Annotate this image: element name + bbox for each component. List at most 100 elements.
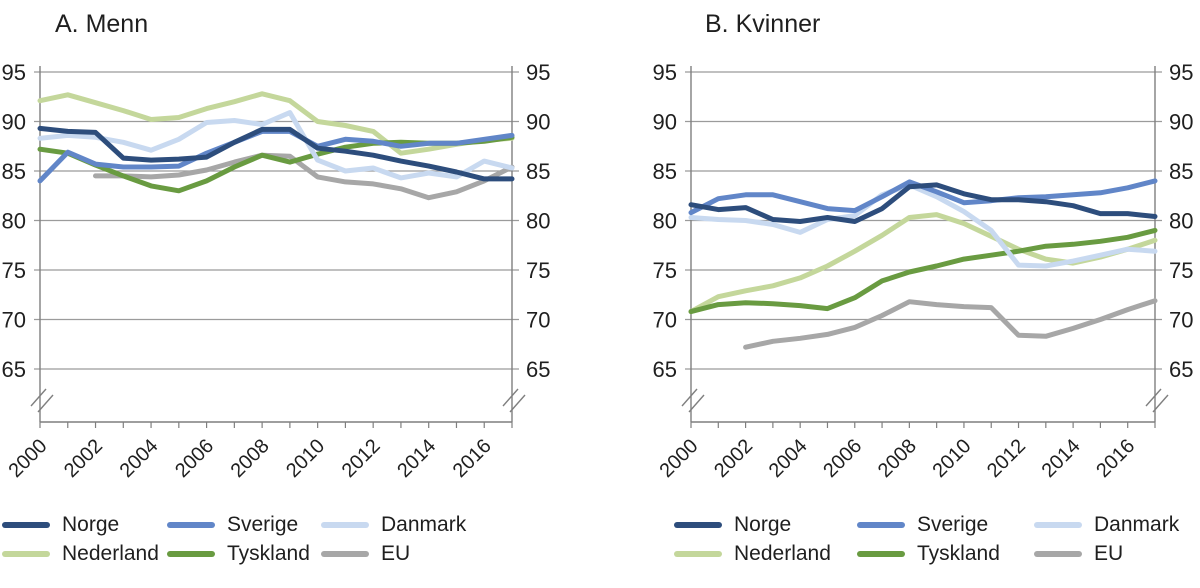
legend-swatch-norge bbox=[674, 522, 722, 528]
series-line-danmark bbox=[37, 110, 515, 181]
legend-item-norge: Norge bbox=[2, 511, 119, 539]
legend-label: Sverige bbox=[917, 513, 989, 536]
legend-label: Danmark bbox=[381, 513, 467, 536]
y-tick-label-left: 75 bbox=[2, 258, 26, 283]
y-tick-label-left: 90 bbox=[2, 110, 26, 135]
y-tick-label-left: 65 bbox=[2, 357, 26, 382]
y-tick-label-right: 90 bbox=[526, 110, 550, 135]
axis-break-icon bbox=[30, 388, 47, 407]
x-tick-label: 2016 bbox=[1092, 435, 1139, 482]
legend-item-danmark: Danmark bbox=[321, 511, 466, 539]
legend-item-danmark: Danmark bbox=[1034, 511, 1179, 539]
y-tick-label-left: 95 bbox=[2, 60, 26, 85]
axis-break-icon bbox=[37, 394, 54, 413]
legend-label: Tyskland bbox=[917, 542, 1000, 565]
y-tick-label-left: 90 bbox=[653, 110, 677, 135]
series-line-norge bbox=[688, 182, 1158, 224]
series-line-eu bbox=[93, 152, 515, 201]
x-tick-label: 2014 bbox=[1038, 435, 1085, 482]
x-tick-label: 2002 bbox=[710, 435, 757, 482]
y-tick-label-right: 75 bbox=[526, 258, 550, 283]
series-line-tyskland bbox=[688, 227, 1158, 315]
series-line-norge bbox=[37, 125, 515, 182]
x-tick-label: 2012 bbox=[338, 435, 385, 482]
axis-break-icon bbox=[688, 394, 705, 413]
legend-item-nederland: Nederland bbox=[674, 540, 831, 568]
x-tick-label: 2016 bbox=[449, 435, 496, 482]
chart-title-kvinner: B. Kvinner bbox=[705, 10, 820, 38]
y-tick-label-left: 95 bbox=[653, 60, 677, 85]
x-tick-label: 2004 bbox=[116, 435, 163, 482]
legend-item-norge: Norge bbox=[674, 511, 791, 539]
y-tick-label-right: 65 bbox=[526, 357, 550, 382]
legend-swatch-nederland bbox=[674, 551, 722, 557]
legend-label: Danmark bbox=[1094, 513, 1180, 536]
y-tick-label-left: 70 bbox=[653, 308, 677, 333]
axis-break-icon bbox=[1145, 388, 1162, 407]
legend-item-tyskland: Tyskland bbox=[857, 540, 1000, 568]
x-tick-label: 2004 bbox=[765, 435, 812, 482]
legend-swatch-tyskland bbox=[167, 551, 215, 557]
legend-swatch-sverige bbox=[167, 522, 215, 528]
legend-label: Norge bbox=[734, 513, 792, 536]
y-tick-label-left: 65 bbox=[653, 357, 677, 382]
axis-break-icon bbox=[1152, 394, 1169, 413]
x-tick-label: 2000 bbox=[5, 435, 52, 482]
x-tick-label: 2006 bbox=[819, 435, 866, 482]
y-tick-label-right: 90 bbox=[1169, 110, 1193, 135]
series-line-nederland bbox=[37, 91, 515, 156]
series-line-danmark bbox=[688, 182, 1158, 269]
y-tick-label-right: 70 bbox=[1169, 308, 1193, 333]
axis-break-icon bbox=[509, 394, 526, 413]
axis-break-icon bbox=[681, 388, 698, 407]
plot-kvinner: 95 95 90 90 85 85 80 80 75 75 70 70 65 65 2000 2002 2004… bbox=[653, 60, 1194, 482]
y-tick-label-left: 85 bbox=[653, 159, 677, 184]
legend-swatch-danmark bbox=[1034, 522, 1082, 528]
legend-label: Tyskland bbox=[227, 542, 310, 565]
legend-label: Sverige bbox=[227, 513, 299, 536]
legend-swatch-eu bbox=[1034, 551, 1082, 557]
y-tick-label-right: 80 bbox=[526, 209, 550, 234]
y-tick-label-right: 65 bbox=[1169, 357, 1193, 382]
x-tick-label: 2008 bbox=[227, 435, 274, 482]
series-line-nederland bbox=[688, 212, 1158, 315]
legend-item-nederland: Nederland bbox=[2, 540, 159, 568]
x-tick-label: 2012 bbox=[983, 435, 1030, 482]
y-tick-label-left: 85 bbox=[2, 159, 26, 184]
y-tick-label-right: 80 bbox=[1169, 209, 1193, 234]
legend-item-sverige: Sverige bbox=[857, 511, 988, 539]
plot-menn: 95 95 90 90 85 85 80 80 75 75 70 70 65 65 2000 2002 2004… bbox=[2, 60, 551, 482]
x-tick-label: 2014 bbox=[393, 435, 440, 482]
legend-item-tyskland: Tyskland bbox=[167, 540, 310, 568]
y-tick-label-right: 75 bbox=[1169, 258, 1193, 283]
series-line-eu bbox=[743, 298, 1158, 350]
legend-label: EU bbox=[381, 542, 411, 565]
x-tick-label: 2008 bbox=[874, 435, 921, 482]
y-tick-label-right: 70 bbox=[526, 308, 550, 333]
x-tick-label: 2006 bbox=[171, 435, 218, 482]
axis-break-icon bbox=[502, 388, 519, 407]
y-tick-label-right: 95 bbox=[1169, 60, 1193, 85]
x-tick-label: 2010 bbox=[282, 435, 329, 482]
x-tick-label: 2000 bbox=[656, 435, 703, 482]
y-tick-label-right: 95 bbox=[526, 60, 550, 85]
legend-item-sverige: Sverige bbox=[167, 511, 298, 539]
dual-line-chart: A. Menn B. Kvinner 95 95 90 90 85 85 80 80 75 75 7… bbox=[2, 10, 1194, 482]
legend-swatch-sverige bbox=[857, 522, 905, 528]
x-tick-label: 2002 bbox=[60, 435, 107, 482]
y-tick-label-left: 80 bbox=[2, 209, 26, 234]
legend-swatch-eu bbox=[321, 551, 369, 557]
legend-label: Norge bbox=[62, 513, 120, 536]
legend-label: Nederland bbox=[734, 542, 831, 565]
legend-item-eu: EU bbox=[321, 540, 410, 568]
chart-title-menn: A. Menn bbox=[55, 10, 148, 38]
y-tick-label-right: 85 bbox=[526, 159, 550, 184]
legend-swatch-norge bbox=[2, 522, 50, 528]
legend-label: Nederland bbox=[62, 542, 159, 565]
legend-swatch-danmark bbox=[321, 522, 369, 528]
legend-item-eu: EU bbox=[1034, 540, 1123, 568]
y-tick-label-left: 75 bbox=[653, 258, 677, 283]
x-tick-label: 2010 bbox=[928, 435, 975, 482]
y-tick-label-right: 85 bbox=[1169, 159, 1193, 184]
